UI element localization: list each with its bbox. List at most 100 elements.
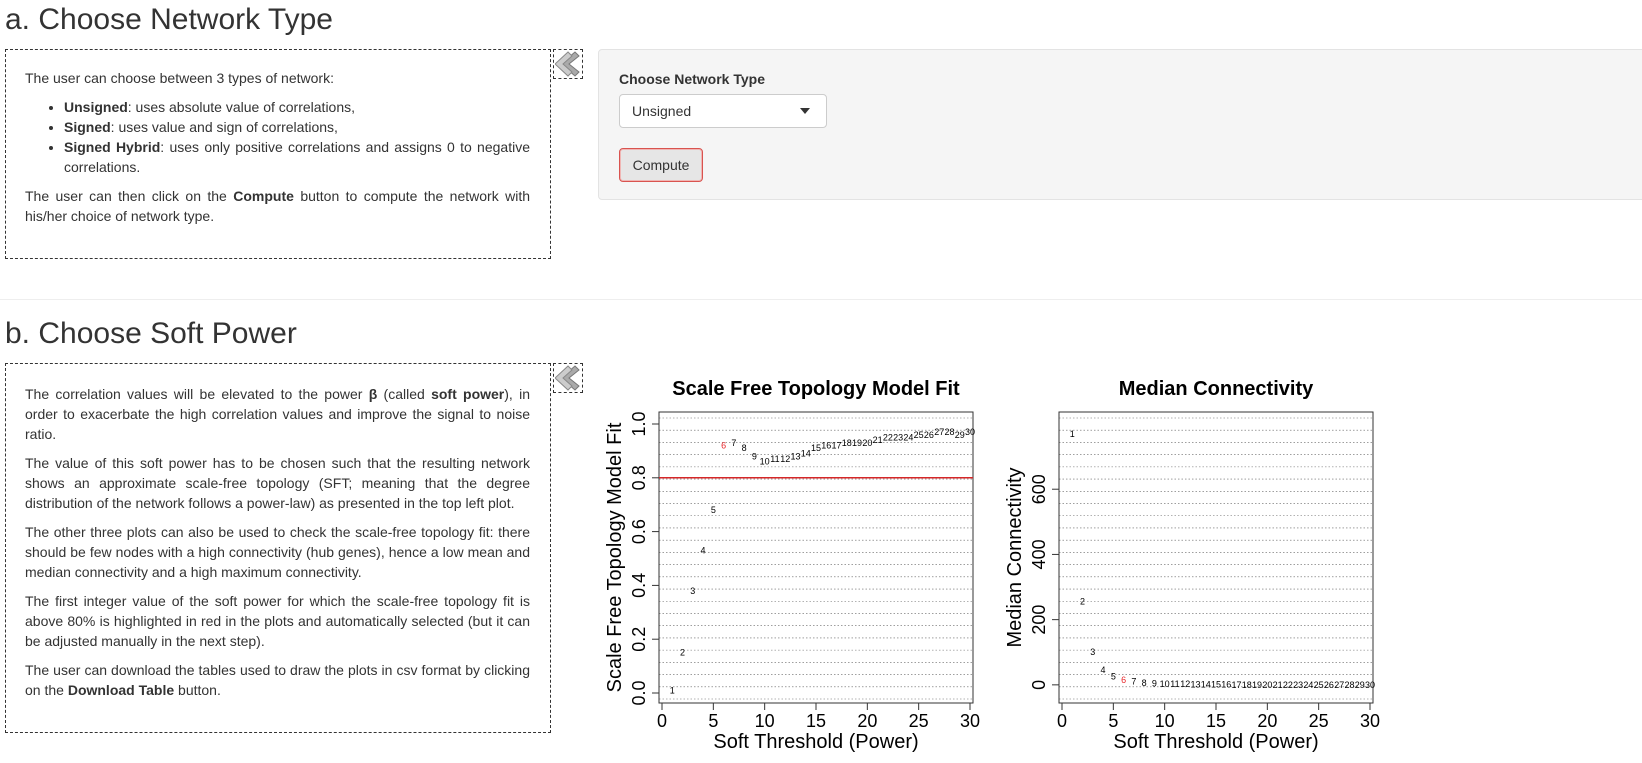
y-axis-label: Median Connectivity	[1004, 467, 1026, 647]
x-tick-label: 15	[806, 711, 826, 731]
data-point-label: 13	[790, 451, 800, 461]
data-point-label: 11	[770, 454, 779, 464]
data-point-label: 11	[1170, 679, 1179, 689]
help-outro: The user can then click on the Compute b…	[25, 188, 530, 224]
help-box-soft-power: The correlation values will be elevated …	[5, 363, 551, 733]
data-point-label: 16	[821, 441, 831, 451]
data-point-label: 2	[680, 648, 685, 658]
help-intro: The user can choose between 3 types of n…	[25, 70, 334, 86]
data-point-label: 9	[1152, 679, 1157, 689]
data-point-label: 24	[1303, 680, 1313, 690]
data-point-label: 21	[1273, 680, 1283, 690]
y-tick-label: 0.6	[629, 519, 649, 544]
data-point-label: 5	[1111, 672, 1116, 682]
data-point-label: 9	[752, 451, 757, 461]
x-tick-label: 15	[1206, 711, 1226, 731]
data-point-label: 13	[1190, 680, 1200, 690]
data-point-label: 20	[1262, 680, 1272, 690]
chevron-left-icon	[555, 51, 580, 77]
data-point-label: 18	[842, 438, 852, 448]
data-point-label: 28	[1344, 680, 1354, 690]
compute-button[interactable]: Compute	[619, 148, 703, 182]
data-point-label: 16	[1221, 680, 1231, 690]
data-point-label: 12	[780, 454, 790, 464]
data-point-label: 22	[1283, 680, 1293, 690]
y-tick-label: 0.2	[629, 627, 649, 652]
network-type-list: Unsigned: uses absolute value of correla…	[25, 97, 530, 177]
data-point-label: 30	[965, 427, 975, 437]
data-point-label: 25	[1314, 680, 1324, 690]
data-point-label: 2	[1080, 597, 1085, 607]
data-point-label: 15	[1211, 680, 1221, 690]
y-tick-label: 0	[1029, 680, 1049, 690]
chart-title: Scale Free Topology Model Fit	[672, 378, 960, 400]
data-point-label: 17	[832, 441, 842, 451]
help-paragraph: The value of this soft power has to be c…	[25, 455, 530, 511]
data-point-label: 6	[1121, 675, 1126, 685]
data-point-label: 1	[1070, 429, 1075, 439]
data-point-label: 18	[1242, 680, 1252, 690]
data-point-label: 22	[883, 432, 893, 442]
data-point-label: 7	[1131, 677, 1136, 687]
data-point-label: 23	[893, 432, 903, 442]
data-point-label: 14	[801, 449, 811, 459]
x-tick-label: 20	[857, 711, 877, 731]
x-tick-label: 0	[1057, 711, 1067, 731]
x-axis-label: Soft Threshold (Power)	[1113, 731, 1318, 753]
data-point-label: 3	[690, 586, 695, 596]
y-axis-label: Scale Free Topology Model Fit	[604, 422, 626, 692]
chart-title: Median Connectivity	[1119, 378, 1314, 400]
caret-down-icon	[800, 108, 810, 114]
help-paragraph: The other three plots can also be used t…	[25, 524, 530, 580]
x-tick-label: 10	[755, 711, 775, 731]
network-type-label: Choose Network Type	[619, 71, 765, 87]
data-point-label: 25	[914, 430, 924, 440]
x-tick-label: 5	[1108, 711, 1118, 731]
y-tick-label: 0.4	[629, 573, 649, 598]
y-tick-label: 0.0	[629, 680, 649, 705]
data-point-label: 6	[721, 441, 726, 451]
data-point-label: 28	[944, 427, 954, 437]
x-axis-label: Soft Threshold (Power)	[713, 731, 918, 753]
network-type-value: Unsigned	[632, 103, 692, 119]
data-point-label: 7	[731, 438, 736, 448]
network-type-select[interactable]: Unsigned	[619, 94, 827, 128]
x-tick-label: 20	[1257, 711, 1277, 731]
x-tick-label: 25	[1309, 711, 1329, 731]
x-tick-label: 30	[960, 711, 980, 731]
data-point-label: 23	[1293, 680, 1303, 690]
y-tick-label: 1.0	[629, 411, 649, 436]
data-point-label: 1	[670, 685, 675, 695]
plot-frame	[658, 411, 974, 704]
data-point-label: 15	[811, 443, 821, 453]
chevron-left-icon	[555, 365, 580, 391]
help-paragraph: The first integer value of the soft powe…	[25, 593, 530, 649]
data-point-label: 27	[934, 427, 944, 437]
help-box-network-type: The user can choose between 3 types of n…	[5, 49, 551, 259]
data-point-label: 20	[862, 438, 872, 448]
section-divider	[0, 299, 1642, 300]
data-point-label: 26	[924, 430, 934, 440]
list-item: Signed Hybrid: uses only positive correl…	[64, 137, 530, 177]
data-point-label: 10	[1160, 679, 1170, 689]
list-item: Signed: uses value and sign of correlati…	[64, 117, 530, 137]
section-title-network-type: a. Choose Network Type	[5, 3, 333, 36]
plot-frame	[1058, 411, 1374, 704]
data-point-label: 4	[1101, 665, 1106, 675]
x-tick-label: 10	[1155, 711, 1175, 731]
network-type-panel: Choose Network Type Unsigned Compute	[598, 49, 1642, 200]
data-point-label: 3	[1090, 647, 1095, 657]
collapse-help-b-button[interactable]	[553, 363, 583, 393]
data-point-label: 8	[742, 443, 747, 453]
data-point-label: 10	[760, 457, 770, 467]
data-point-label: 17	[1232, 680, 1242, 690]
data-point-label: 29	[955, 430, 965, 440]
help-paragraph: The user can download the tables used to…	[25, 662, 530, 698]
data-point-label: 27	[1334, 680, 1344, 690]
data-point-label: 19	[852, 438, 862, 448]
section-title-soft-power: b. Choose Soft Power	[5, 317, 297, 350]
y-tick-label: 0.8	[629, 465, 649, 490]
data-point-label: 21	[873, 435, 883, 445]
collapse-help-a-button[interactable]	[553, 49, 583, 79]
